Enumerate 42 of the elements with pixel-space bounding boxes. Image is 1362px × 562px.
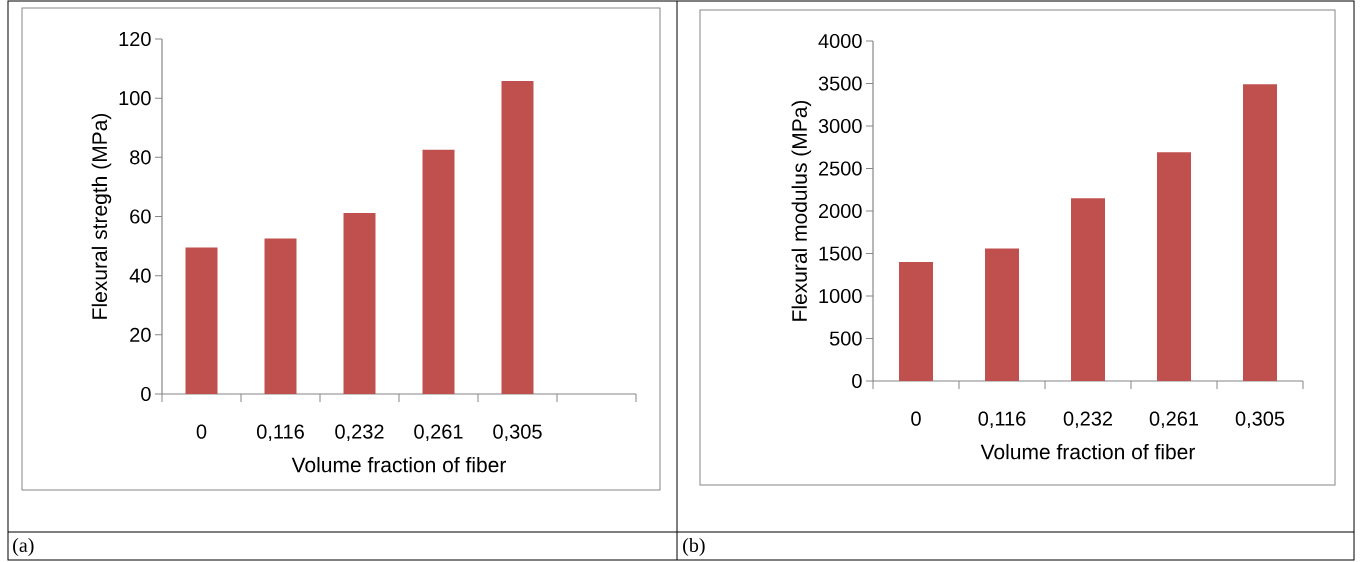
bar [1071, 198, 1106, 381]
y-tick-label: 0 [852, 373, 862, 389]
x-tick-label: 0 [911, 411, 921, 426]
x-tick-label: 0,305 [493, 424, 542, 442]
y-tick-label: 4000 [818, 33, 862, 49]
y-tick-label: 1000 [819, 288, 862, 304]
text: (a) [13, 537, 34, 557]
text: (b) [683, 537, 705, 557]
x-tick-label: 0,116 [257, 424, 304, 442]
y-axis-title: Flexural modulus (MPa) [791, 100, 812, 321]
x-tick-label: 0,261 [414, 424, 463, 442]
y-tick-label: 2500 [818, 161, 862, 176]
y-tick-label: 0 [141, 386, 151, 402]
x-tick-label: 0,232 [335, 424, 384, 442]
bar [899, 262, 934, 381]
x-tick-label: 0,116 [978, 411, 1026, 429]
bar [343, 212, 376, 394]
y-tick-label: 3500 [818, 76, 862, 91]
bar [501, 81, 534, 394]
x-tick-label: 0,232 [1063, 411, 1113, 429]
y-tick-label: 500 [829, 331, 862, 346]
y-tick-label: 20 [130, 327, 151, 342]
x-axis-title: Volume fraction of fiber [980, 443, 1196, 460]
bar [422, 149, 455, 394]
y-tick-label: 100 [119, 91, 151, 106]
y-tick-label: 1500 [819, 246, 862, 261]
bar [264, 238, 297, 394]
x-axis-title: Volume fraction of fiber [291, 456, 507, 473]
y-tick-label: 40 [129, 268, 151, 283]
y-tick-label: 2000 [818, 203, 862, 219]
y-tick-label: 3000 [818, 118, 862, 134]
bar [985, 248, 1020, 381]
x-tick-label: 0 [196, 424, 207, 439]
bar [1157, 152, 1192, 381]
bar [1243, 84, 1278, 381]
y-tick-label: 80 [130, 150, 151, 165]
y-axis-title: Flexural stregth (MPa) [91, 113, 112, 319]
x-tick-label: 0,305 [1235, 411, 1285, 429]
x-tick-label: 0,261 [1149, 411, 1199, 429]
y-tick-label: 120 [119, 31, 151, 47]
bar [185, 247, 218, 394]
y-tick-label: 60 [130, 209, 151, 224]
